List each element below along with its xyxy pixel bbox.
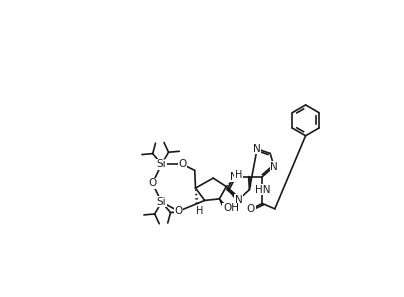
Text: Si: Si bbox=[157, 159, 166, 169]
Text: N: N bbox=[230, 172, 238, 181]
Text: H: H bbox=[196, 206, 203, 216]
Text: N: N bbox=[235, 195, 242, 205]
Text: O: O bbox=[178, 159, 187, 169]
Polygon shape bbox=[219, 199, 227, 209]
Text: OH: OH bbox=[223, 203, 239, 213]
Text: N: N bbox=[270, 162, 278, 172]
Text: O: O bbox=[247, 204, 255, 214]
Text: O: O bbox=[148, 178, 156, 189]
Text: N: N bbox=[253, 144, 261, 154]
Text: HN: HN bbox=[255, 185, 270, 195]
Polygon shape bbox=[226, 187, 240, 201]
Text: O: O bbox=[175, 206, 183, 216]
Text: H: H bbox=[235, 170, 242, 180]
Text: Si: Si bbox=[157, 197, 166, 207]
